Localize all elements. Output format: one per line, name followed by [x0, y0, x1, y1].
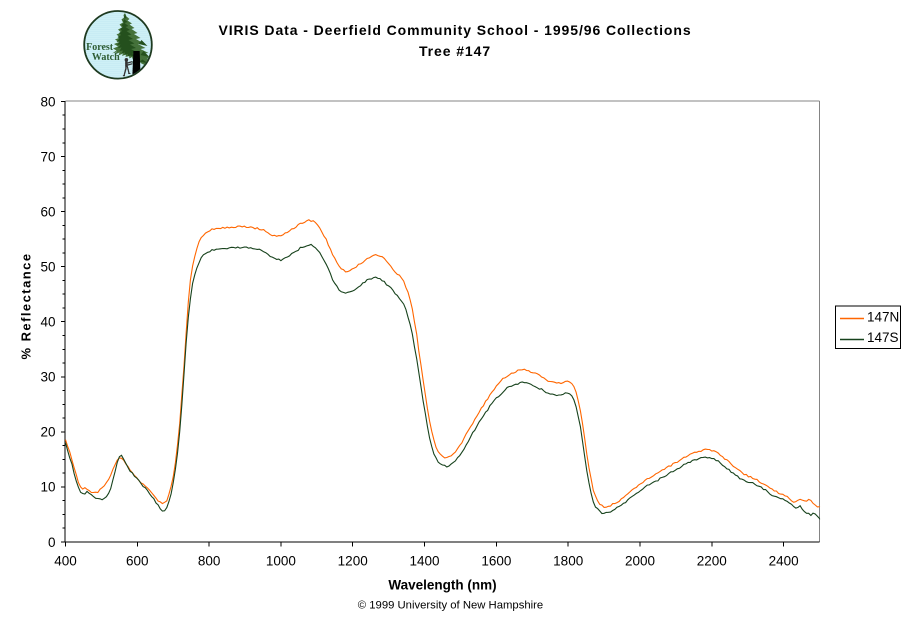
- svg-text:2000: 2000: [625, 554, 655, 569]
- svg-text:© 1999 University of New Hamps: © 1999 University of New Hampshire: [358, 600, 543, 612]
- svg-text:30: 30: [40, 370, 55, 385]
- svg-text:1800: 1800: [553, 554, 583, 569]
- svg-text:0: 0: [48, 535, 56, 550]
- svg-text:70: 70: [40, 149, 55, 164]
- svg-text:2200: 2200: [697, 554, 727, 569]
- svg-text:80: 80: [40, 94, 55, 109]
- svg-text:1200: 1200: [338, 554, 368, 569]
- svg-text:Watch: Watch: [92, 52, 120, 63]
- svg-text:50: 50: [40, 260, 55, 275]
- svg-text:1400: 1400: [409, 554, 439, 569]
- svg-text:VIRIS Data - Deerfield Communi: VIRIS Data - Deerfield Community School …: [218, 22, 691, 38]
- svg-text:147S: 147S: [867, 330, 899, 345]
- svg-text:Tree #147: Tree #147: [419, 43, 491, 59]
- svg-text:2400: 2400: [769, 554, 799, 569]
- svg-text:1600: 1600: [481, 554, 511, 569]
- svg-text:60: 60: [40, 204, 55, 219]
- svg-text:400: 400: [54, 554, 77, 569]
- svg-text:% Reflectance: % Reflectance: [19, 253, 34, 360]
- svg-text:40: 40: [40, 315, 55, 330]
- svg-text:1000: 1000: [266, 554, 296, 569]
- svg-text:Wavelength (nm): Wavelength (nm): [388, 578, 496, 593]
- svg-text:600: 600: [126, 554, 149, 569]
- svg-text:800: 800: [198, 554, 221, 569]
- svg-text:147N: 147N: [867, 310, 899, 325]
- svg-text:20: 20: [40, 425, 55, 440]
- svg-text:Forest: Forest: [86, 42, 114, 53]
- svg-text:10: 10: [40, 480, 55, 495]
